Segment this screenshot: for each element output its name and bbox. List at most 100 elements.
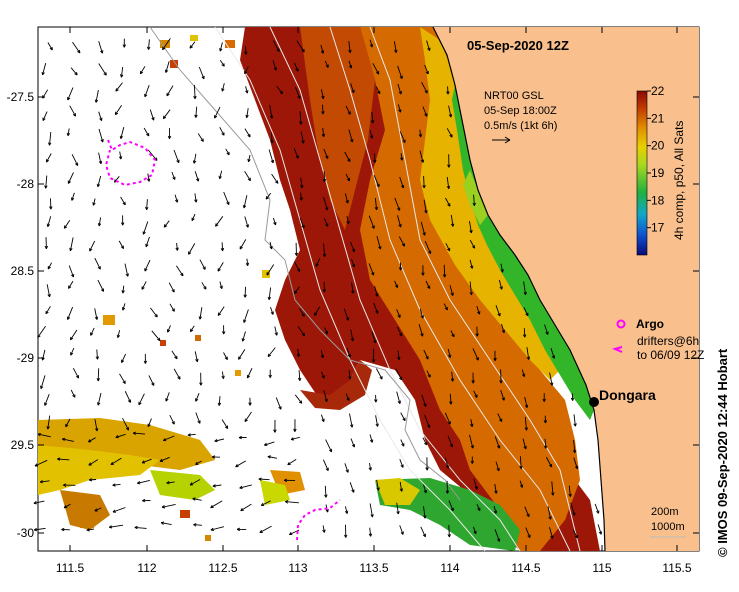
dongara-marker — [589, 397, 599, 407]
current-vector-head — [33, 527, 38, 532]
current-vector — [572, 529, 578, 539]
current-vector — [173, 149, 180, 163]
current-vector-head — [244, 418, 248, 422]
current-vector-head — [322, 178, 327, 183]
current-vector — [396, 391, 401, 404]
current-vector — [264, 441, 275, 446]
current-vector — [194, 351, 198, 362]
current-vector — [146, 199, 148, 210]
current-vector-head — [499, 418, 503, 422]
current-vector-head — [284, 478, 288, 483]
current-vector — [349, 482, 355, 493]
current-vector-head — [176, 159, 180, 164]
current-vector — [120, 66, 124, 78]
current-vector — [97, 279, 105, 292]
current-vector-head — [44, 245, 49, 250]
current-vector-head — [174, 355, 178, 360]
current-vector — [244, 171, 251, 181]
current-vector-head — [69, 247, 73, 252]
current-vector — [165, 392, 170, 402]
current-vector-head — [446, 185, 451, 190]
current-vector — [418, 324, 424, 337]
current-vector-head — [110, 461, 114, 466]
current-vector-head — [427, 47, 431, 51]
current-vector-head — [166, 92, 170, 97]
current-vector — [210, 500, 223, 509]
x-tick-label: 115 — [592, 561, 611, 575]
current-vector-head — [451, 333, 455, 338]
current-vector — [119, 373, 126, 384]
current-vector-head — [493, 510, 498, 514]
current-vector-head — [423, 489, 427, 494]
current-vector — [197, 133, 204, 142]
current-vector — [394, 280, 398, 288]
current-vector — [86, 528, 95, 531]
current-vector — [399, 525, 404, 535]
current-vector-head — [425, 467, 429, 471]
current-vector-head — [42, 117, 46, 121]
current-vector-head — [47, 293, 51, 298]
current-vector-head — [346, 220, 350, 225]
current-vector — [551, 481, 554, 496]
dongara-label: Dongara — [599, 387, 656, 403]
current-vector-head — [95, 356, 100, 360]
current-vector-head — [322, 289, 327, 293]
current-vector — [568, 485, 571, 497]
current-vector-head — [49, 46, 53, 51]
current-vector-head — [301, 332, 306, 337]
current-vector-head — [100, 139, 104, 143]
current-vector — [148, 39, 150, 50]
current-vector-head — [154, 314, 158, 318]
x-tick-label: 112.5 — [208, 561, 237, 575]
current-vector — [421, 81, 428, 94]
current-vector — [221, 83, 225, 92]
current-vector — [524, 506, 530, 517]
current-vector — [161, 522, 172, 526]
current-vector-head — [47, 142, 52, 146]
current-vector-head — [195, 358, 199, 363]
current-vector-head — [195, 461, 199, 465]
current-vector-head — [346, 177, 350, 182]
current-vector — [266, 264, 275, 276]
current-vector-head — [545, 331, 549, 335]
current-vector — [94, 507, 102, 512]
current-vector-head — [115, 434, 119, 439]
current-vector-head — [493, 357, 497, 361]
current-vector — [165, 61, 170, 73]
current-vector-head — [197, 420, 201, 424]
current-vector — [189, 479, 201, 486]
current-vector-head — [90, 332, 94, 336]
current-vector — [449, 285, 454, 296]
current-vector — [396, 309, 401, 318]
current-vector-head — [245, 224, 249, 228]
current-vector — [549, 372, 553, 386]
current-vector-head — [96, 378, 100, 382]
current-vector — [398, 236, 405, 247]
current-vector-head — [378, 246, 382, 250]
argo-symbol — [616, 319, 626, 329]
current-vector-head — [137, 481, 141, 485]
current-vector — [47, 216, 52, 227]
current-vector-head — [41, 71, 45, 76]
argo-label: Argo — [636, 317, 664, 331]
current-vector-head — [141, 460, 146, 464]
current-vector — [214, 438, 225, 442]
current-vector-head — [524, 427, 529, 431]
current-vector-head — [239, 246, 243, 250]
current-vector — [199, 259, 206, 270]
current-vector-head — [151, 382, 155, 386]
current-vector-head — [543, 420, 548, 424]
current-vector-head — [125, 273, 129, 277]
current-vector — [240, 503, 252, 512]
current-vector — [259, 525, 272, 533]
current-vector — [500, 369, 502, 384]
current-vector — [268, 287, 272, 300]
current-vector — [445, 243, 451, 252]
current-vector-head — [139, 70, 144, 75]
current-vector-head — [192, 160, 197, 164]
current-vector — [122, 303, 126, 311]
current-vector-head — [324, 331, 328, 335]
y-tick-label: -28 — [17, 177, 35, 191]
current-vector — [299, 111, 302, 125]
copyright-label: © IMOS 09-Sep-2020 12:44 Hobart — [715, 348, 730, 557]
